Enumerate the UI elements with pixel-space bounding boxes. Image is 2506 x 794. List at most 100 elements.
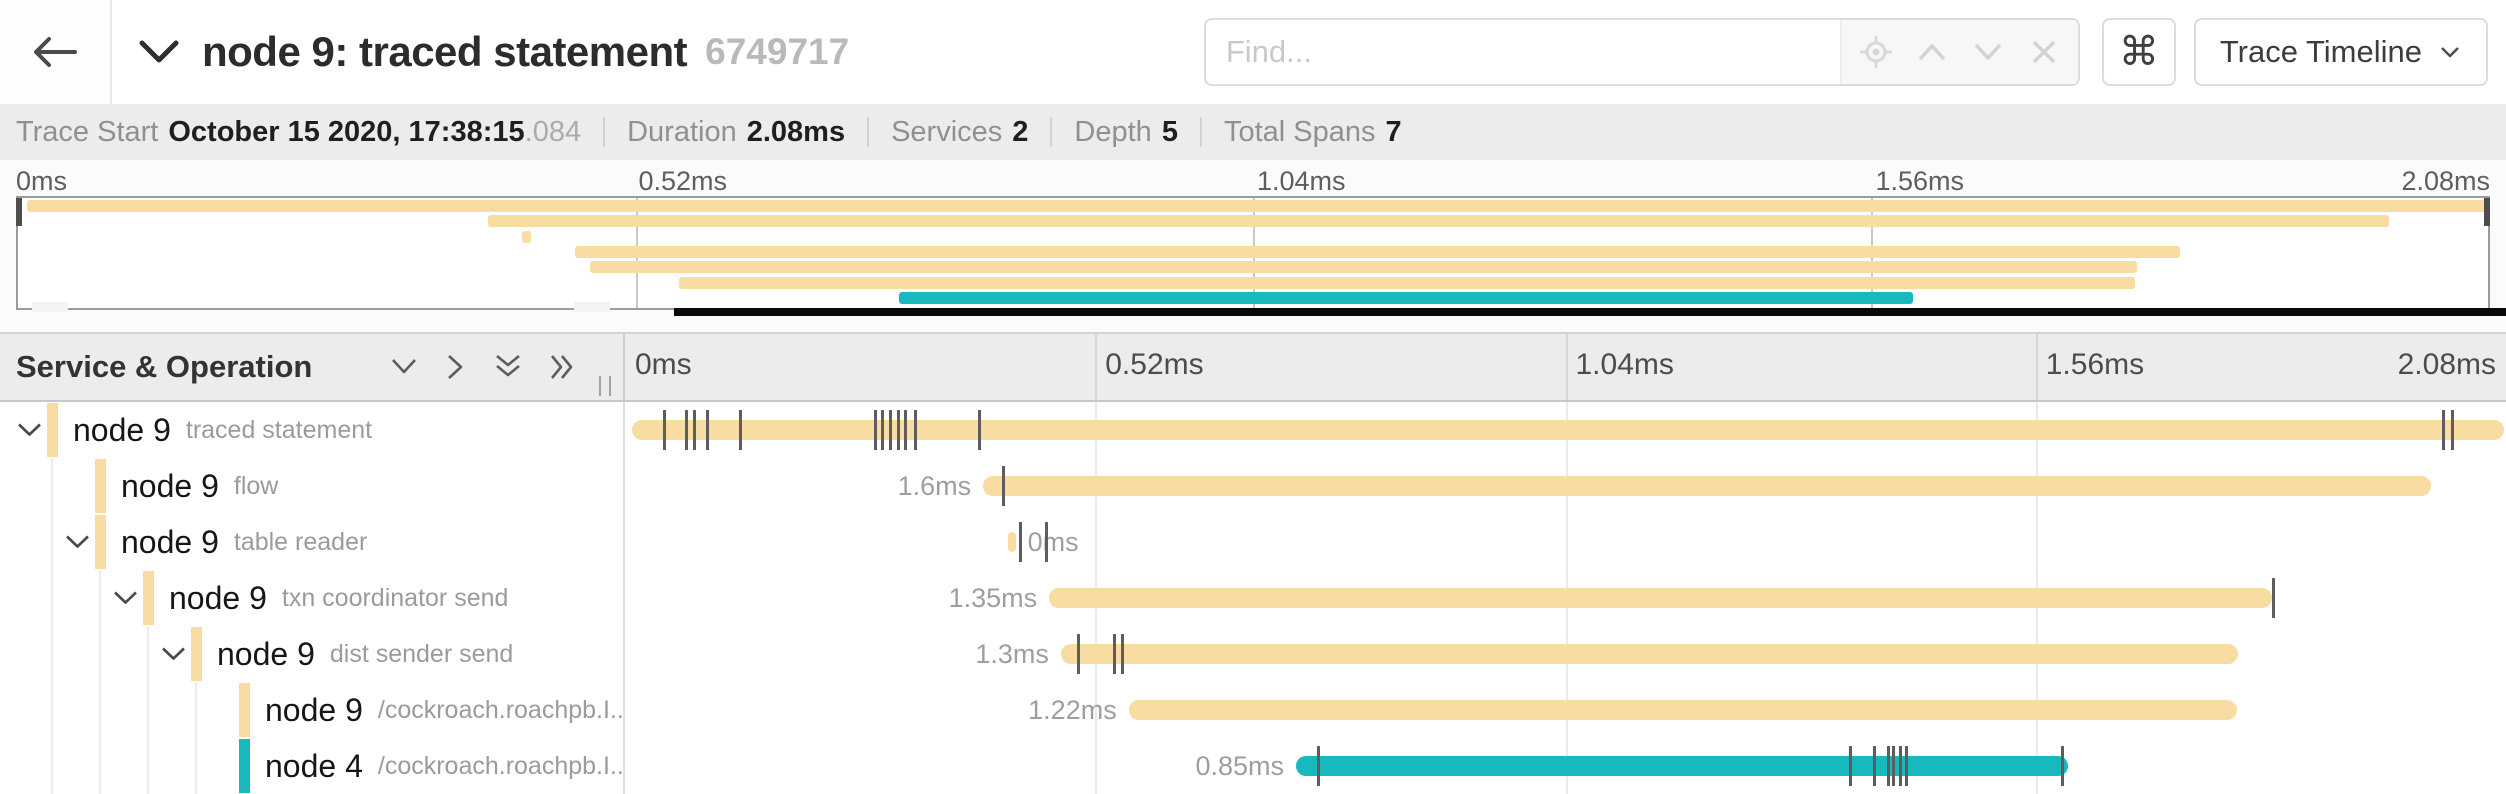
- find-next-button[interactable]: [1966, 30, 2010, 74]
- page-title: node 9: traced statement: [202, 28, 688, 75]
- span-duration-label: 1.22ms: [1028, 695, 1117, 725]
- clear-find-button[interactable]: [2022, 30, 2066, 74]
- find-input[interactable]: [1205, 20, 1840, 84]
- minimap-tick-label: 0ms: [16, 166, 68, 196]
- timeline-tick-label: 1.56ms: [2045, 348, 2145, 381]
- minimap-handle-notch[interactable]: [574, 302, 610, 312]
- minimap-span-bar: [574, 245, 2181, 258]
- indent-guide: [99, 738, 101, 794]
- span-timeline-row: 0.85ms: [625, 738, 2506, 794]
- minimap-span-bar: [521, 230, 531, 243]
- span-timeline-row: 0ms: [625, 514, 2506, 570]
- expand-collapse-chevron[interactable]: [16, 422, 43, 439]
- log-marker-tick: [1112, 634, 1116, 674]
- trace-title-group: node 9: traced statement 6749717: [112, 28, 849, 76]
- span-duration-bar[interactable]: [632, 420, 2505, 440]
- span-tree-row[interactable]: node 9 flow: [0, 458, 623, 514]
- minimap-left-scrubber[interactable]: [16, 198, 22, 226]
- metadata-label: Services: [891, 115, 1003, 148]
- operation-name: dist sender send: [329, 639, 514, 668]
- timeline-header-ticks: 0ms 0.52ms 1.04ms 1.56ms 2.08ms: [625, 334, 2506, 400]
- expand-collapse-chevron[interactable]: [64, 534, 91, 551]
- log-marker-tick: [1892, 746, 1896, 786]
- find-prev-button[interactable]: [1910, 30, 1954, 74]
- log-marker-tick: [881, 410, 885, 450]
- metadata-value-suffix: .084: [524, 115, 582, 148]
- metadata-label: Trace Start: [16, 115, 159, 148]
- minimap-span-bar: [679, 276, 2136, 289]
- log-marker-tick: [705, 410, 709, 450]
- collapse-trace-header-button[interactable]: [138, 39, 180, 65]
- span-tree-row[interactable]: node 9 txn coordinator send: [0, 570, 623, 626]
- expand-collapse-chevron[interactable]: [160, 646, 187, 663]
- trace-id-badge: 6749717: [705, 31, 850, 72]
- span-duration-bar[interactable]: [1049, 588, 2272, 608]
- chevron-down-icon: [389, 356, 419, 378]
- indent-guide: [51, 626, 53, 682]
- span-tree-row[interactable]: node 4/cockroach.roachpb.I...: [0, 738, 623, 794]
- trace-view-selector-label: Trace Timeline: [2219, 34, 2422, 69]
- chevron-down-icon: [160, 646, 187, 663]
- timeline-tick-label: 1.04ms: [1575, 348, 1674, 381]
- span-duration-bar[interactable]: [1008, 532, 1016, 552]
- collapse-controls: [389, 352, 623, 382]
- span-duration-bar[interactable]: [1060, 644, 2239, 664]
- expand-all-button[interactable]: [493, 353, 523, 381]
- minimap-right-scrubber[interactable]: [2484, 198, 2490, 226]
- metadata-value: October 15 2020, 17:38:15: [168, 115, 525, 148]
- find-tools: [1839, 20, 2078, 84]
- collapse-one-level-button[interactable]: [445, 352, 467, 382]
- span-tree-row[interactable]: node 9 table reader: [0, 514, 623, 570]
- log-marker-tick: [2272, 578, 2276, 618]
- span-duration-bar[interactable]: [1296, 756, 2069, 776]
- expand-collapse-chevron[interactable]: [112, 590, 139, 607]
- collapse-all-button[interactable]: [549, 352, 577, 382]
- metadata-value: 5: [1161, 115, 1178, 148]
- log-marker-tick: [2061, 746, 2065, 786]
- span-tree-row[interactable]: node 9/cockroach.roachpb.I...: [0, 682, 623, 738]
- metadata-separator: [1199, 117, 1202, 147]
- back-button[interactable]: [0, 0, 112, 104]
- trace-minimap: 0ms 0.52ms 1.04ms 1.56ms 2.08ms: [0, 160, 2506, 332]
- chevron-right-icon: [445, 352, 467, 382]
- span-duration-bar[interactable]: [983, 476, 2431, 496]
- span-name-group: node 9 table reader: [121, 514, 623, 570]
- log-marker-tick: [1120, 634, 1124, 674]
- arrow-left-icon: [31, 34, 79, 70]
- log-marker-tick: [896, 410, 900, 450]
- service-color-bar: [143, 571, 154, 625]
- column-resizer-grip[interactable]: [599, 376, 611, 396]
- indent-guide: [99, 682, 101, 738]
- metadata-value: 2.08ms: [746, 115, 846, 148]
- indent-guide: [99, 626, 101, 682]
- timeline-header-tickline: [1095, 334, 1098, 400]
- span-tree-row[interactable]: node 9 traced statement: [0, 402, 623, 458]
- close-icon: [2030, 38, 2058, 66]
- indent-guide: [147, 682, 149, 738]
- minimap-canvas[interactable]: [16, 196, 2490, 310]
- span-timeline-row: 1.6ms: [625, 458, 2506, 514]
- span-duration-bar[interactable]: [1128, 700, 2238, 720]
- minimap-scroll-thumb[interactable]: [674, 308, 2506, 316]
- metadata-separator: [1050, 117, 1053, 147]
- expand-one-level-button[interactable]: [389, 356, 419, 378]
- span-tree-row[interactable]: node 9 dist sender send: [0, 626, 623, 682]
- minimap-handle-notch[interactable]: [32, 302, 68, 312]
- log-marker-tick: [1904, 746, 1908, 786]
- minimap-span-bar: [488, 215, 2390, 228]
- span-name-group: node 9/cockroach.roachpb.I...: [265, 682, 623, 738]
- span-name-group: node 9 dist sender send: [217, 626, 623, 682]
- indent-guide: [51, 682, 53, 738]
- keyboard-shortcuts-button[interactable]: ⌘: [2101, 18, 2176, 86]
- log-marker-tick: [1873, 746, 1877, 786]
- locate-span-button[interactable]: [1854, 30, 1898, 74]
- log-marker-tick: [663, 410, 667, 450]
- trace-view-selector[interactable]: Trace Timeline: [2193, 18, 2488, 86]
- trace-metadata-bar: Trace Start October 15 2020, 17:38:15.084…: [0, 104, 2506, 160]
- double-chevron-down-icon: [493, 353, 523, 381]
- indent-guide: [51, 570, 53, 626]
- timeline-header-tickline: [1565, 334, 1568, 400]
- log-marker-tick: [1076, 634, 1080, 674]
- operation-name: /cockroach.roachpb.I...: [377, 695, 623, 724]
- service-color-bar: [239, 683, 250, 737]
